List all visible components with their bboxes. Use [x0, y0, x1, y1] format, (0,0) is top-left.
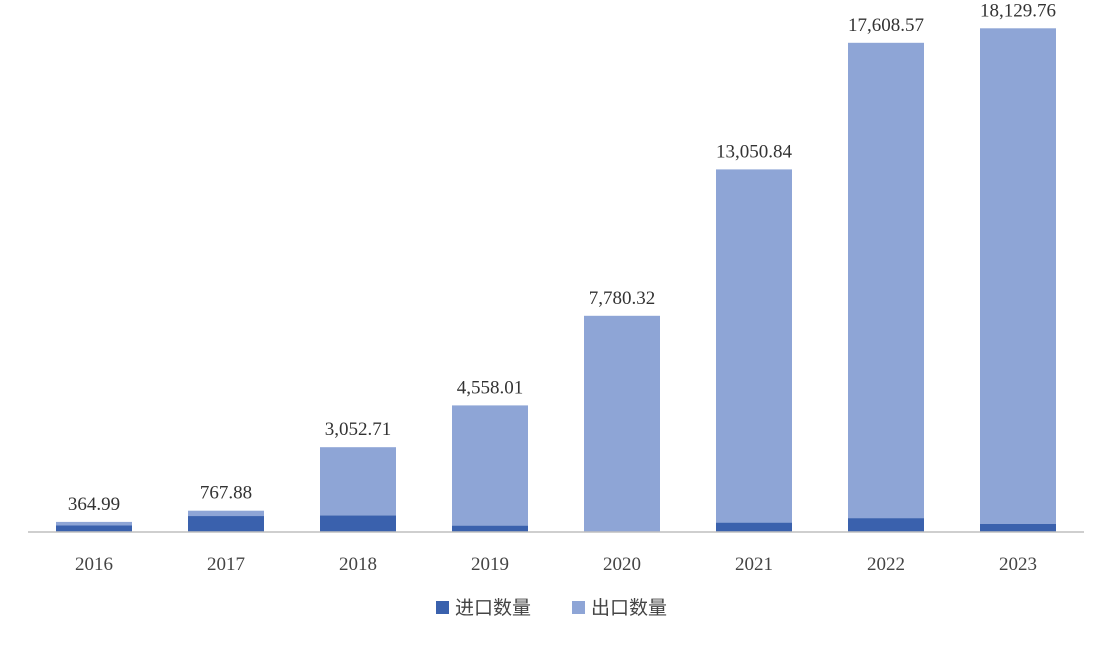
x-tick-label-2016: 2016 — [75, 554, 113, 575]
total-label-2017: 767.88 — [200, 483, 252, 504]
total-label-2019: 4,558.01 — [457, 377, 524, 398]
x-tick-labels-group: 2016 2017 2018 2019 2020 2021 2022 2023 — [75, 554, 1037, 575]
bar-import-2021 — [716, 522, 792, 532]
total-label-2022: 17,608.57 — [848, 15, 924, 36]
x-tick-label-2022: 2022 — [867, 554, 905, 575]
x-tick-label-2018: 2018 — [339, 554, 377, 575]
x-tick-label-2020: 2020 — [603, 554, 641, 575]
legend-swatch-export — [572, 601, 585, 614]
bar-export-2021 — [716, 169, 792, 523]
legend-label-import: 进口数量 — [455, 597, 531, 619]
bar-import-2017 — [188, 516, 264, 532]
x-tick-label-2023: 2023 — [999, 554, 1037, 575]
total-label-2018: 3,052.71 — [325, 419, 392, 440]
bar-export-2020 — [584, 315, 660, 532]
bar-import-2018 — [320, 515, 396, 532]
bar-export-2019 — [452, 405, 528, 526]
total-label-2023: 18,129.76 — [980, 0, 1056, 21]
bar-import-2016 — [56, 525, 132, 532]
bar-export-2023 — [980, 28, 1056, 525]
legend: 进口数量 出口数量 — [436, 597, 667, 619]
legend-label-export: 出口数量 — [591, 597, 667, 619]
bars-group — [56, 28, 1056, 532]
x-tick-label-2021: 2021 — [735, 554, 773, 575]
total-labels-group: 364.99 767.88 3,052.71 4,558.01 7,780.32 13,0… — [68, 0, 1056, 515]
total-label-2021: 13,050.84 — [716, 141, 793, 162]
bar-import-2019 — [452, 525, 528, 532]
bar-export-2022 — [848, 42, 924, 519]
total-label-2020: 7,780.32 — [589, 288, 656, 309]
bar-export-2016 — [56, 521, 132, 526]
bar-import-2022 — [848, 518, 924, 532]
bar-export-2017 — [188, 510, 264, 517]
bar-export-2018 — [320, 447, 396, 516]
bar-import-2023 — [980, 523, 1056, 532]
x-tick-label-2017: 2017 — [207, 554, 245, 575]
total-label-2016: 364.99 — [68, 494, 120, 515]
legend-swatch-import — [436, 601, 449, 614]
x-tick-label-2019: 2019 — [471, 554, 509, 575]
